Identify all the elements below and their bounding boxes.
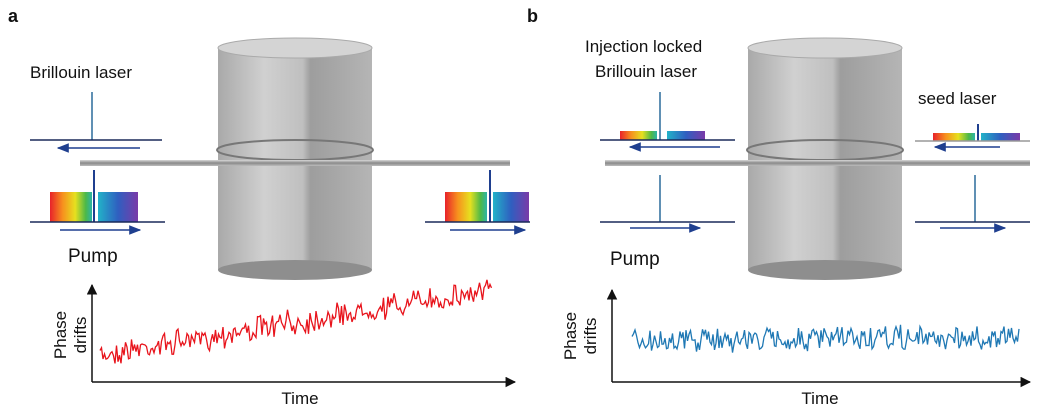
label: seed laser bbox=[918, 89, 997, 108]
axis-label: Time bbox=[281, 389, 318, 408]
panel-label: a bbox=[8, 6, 19, 26]
phase-trace bbox=[100, 280, 492, 364]
axis-label: drifts bbox=[71, 317, 90, 354]
figure: a Brillouin laser Pump Phase drifts Time… bbox=[0, 0, 1037, 411]
fiber bbox=[80, 160, 510, 166]
label: Pump bbox=[68, 246, 118, 267]
axis-label: Phase bbox=[51, 311, 70, 359]
fiber bbox=[605, 160, 1030, 166]
axis-label: Phase bbox=[561, 312, 580, 360]
label: Brillouin laser bbox=[595, 62, 697, 81]
label: Brillouin laser bbox=[30, 63, 132, 82]
resonator-a bbox=[217, 38, 373, 280]
panel-label: b bbox=[527, 6, 538, 26]
label: Pump bbox=[610, 249, 660, 270]
label: Injection locked bbox=[585, 37, 702, 56]
axis-label: Time bbox=[801, 389, 838, 408]
axis-label: drifts bbox=[581, 318, 600, 355]
phase-trace bbox=[632, 325, 1019, 353]
resonator-b bbox=[747, 38, 903, 280]
